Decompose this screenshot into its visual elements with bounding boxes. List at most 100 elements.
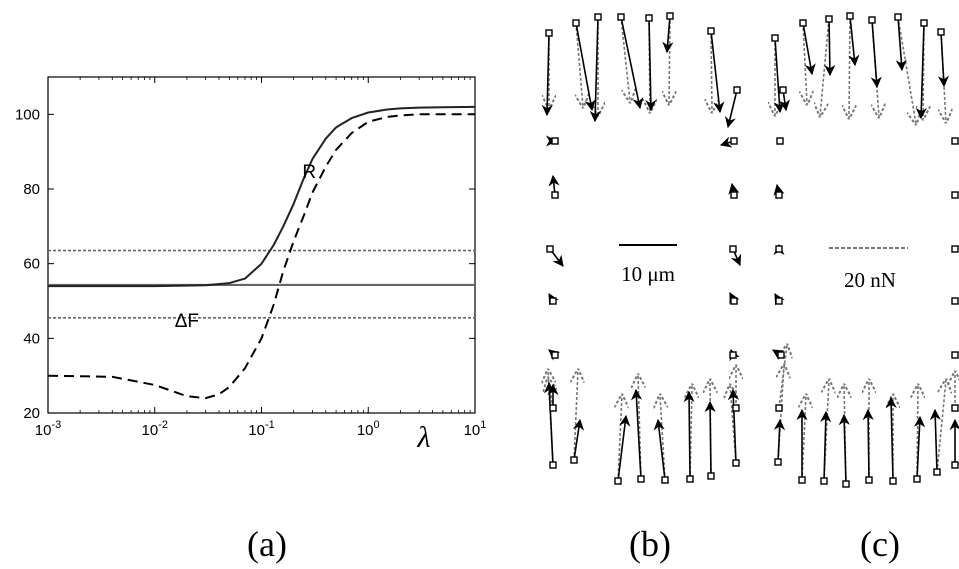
displacement-vector — [820, 410, 832, 482]
sensor-marker — [686, 475, 694, 483]
panel-b: 10 μm (b) — [541, 12, 742, 564]
sensor-marker — [798, 476, 806, 484]
sensor-marker — [777, 351, 785, 359]
x-tick-label: 10-1 — [248, 419, 274, 439]
displacement-vector — [710, 30, 725, 114]
displacement-vector — [572, 418, 585, 461]
force-vector — [574, 370, 578, 461]
y-tick-label: 80 — [23, 181, 40, 198]
curve-annotation: R — [302, 162, 316, 183]
sensor-marker — [594, 13, 602, 21]
sensor-marker — [732, 404, 740, 412]
sensor-marker — [825, 15, 833, 23]
displacement-vector — [630, 388, 643, 480]
x-tick-label: 10-3 — [35, 419, 61, 439]
displacement-vector — [937, 31, 950, 88]
force-vector — [711, 30, 712, 112]
x-axis-ticks: 10-3 10-2 10-1 100 101 — [35, 77, 487, 439]
sensor-marker — [951, 404, 959, 412]
force-vector — [820, 18, 829, 116]
sensor-marker — [730, 297, 738, 305]
sensor-marker — [820, 477, 828, 485]
series-line-1 — [47, 113, 475, 400]
force-vector — [621, 16, 630, 102]
sensor-marker — [894, 13, 902, 21]
sensor-marker — [951, 297, 959, 305]
sensor-marker — [933, 468, 941, 476]
curve-annotations: R ΔF — [175, 162, 316, 332]
displacement-vector — [589, 16, 601, 123]
sensor-marker — [920, 19, 928, 27]
series-line-0 — [48, 105, 476, 288]
sensor-marker — [729, 245, 737, 253]
displacement-vector — [645, 17, 657, 112]
series-lines — [47, 105, 476, 400]
sensor-marker — [729, 351, 737, 359]
x-tick-label: 101 — [464, 419, 487, 439]
sensor-marker — [846, 12, 854, 20]
sensor-marker — [730, 191, 738, 199]
sensor-marker — [730, 137, 738, 145]
sensor-marker — [551, 191, 559, 199]
sensor-marker — [779, 86, 787, 94]
sensor-marker — [775, 404, 783, 412]
sensor-marker — [842, 480, 850, 488]
sensor-marker — [545, 29, 553, 37]
sensor-marker — [776, 137, 784, 145]
sensor-marker — [617, 13, 625, 21]
solid-vectors — [541, 15, 742, 482]
sensor-marker — [549, 461, 557, 469]
y-tick-label: 40 — [23, 330, 40, 347]
displacement-vector — [620, 16, 644, 110]
sensor-marker — [951, 137, 959, 145]
sensor-marker — [614, 477, 622, 485]
panel-c: 20 nN (c) — [771, 12, 959, 564]
sensor-marker — [637, 475, 645, 483]
sensor-marker — [546, 245, 554, 253]
displacement-vector — [838, 413, 850, 485]
displacement-vector — [617, 414, 631, 482]
panel-a: 10-3 10-2 10-1 100 101 20 40 60 80 100 R ΔF λ (a) — [15, 76, 487, 564]
displacement-vector — [773, 418, 786, 463]
displacement-vector — [727, 388, 740, 464]
displacement-vector — [870, 19, 882, 89]
panel-label-a: (a) — [247, 524, 287, 564]
displacement-vector — [895, 16, 907, 72]
displacement-vector — [575, 22, 596, 112]
displacement-vector — [662, 15, 674, 54]
y-tick-label: 60 — [23, 256, 40, 273]
sensor-marker — [645, 14, 653, 22]
displacement-vector — [653, 418, 666, 481]
sensor-marker — [868, 16, 876, 24]
sensor-marker — [570, 456, 578, 464]
displacement-vector — [862, 408, 874, 481]
sensor-marker — [799, 19, 807, 27]
force-vector — [660, 395, 665, 481]
sensor-markers — [545, 12, 741, 485]
sensor-marker — [572, 19, 580, 27]
sensor-marker — [951, 351, 959, 359]
sensor-marker — [774, 458, 782, 466]
reference-lines — [48, 249, 475, 319]
displacement-vector — [543, 381, 556, 466]
sensor-marker — [937, 28, 945, 36]
sensor-marker — [775, 191, 783, 199]
sensor-marker — [889, 477, 897, 485]
displacement-vector — [704, 400, 716, 477]
displacement-vector — [683, 390, 695, 480]
force-vector — [618, 395, 622, 482]
displacement-vector — [541, 32, 553, 117]
sensor-marker — [551, 137, 559, 145]
force-vector — [576, 22, 583, 107]
sensor-marker — [549, 297, 557, 305]
sensor-marker — [775, 245, 783, 253]
sensor-marker — [865, 476, 873, 484]
sensor-marker — [951, 461, 959, 469]
sensor-marker — [913, 475, 921, 483]
sensor-marker — [549, 404, 557, 412]
panel-label-c: (c) — [860, 524, 900, 564]
sensor-markers — [771, 12, 959, 488]
force-vector — [937, 380, 946, 473]
sensor-marker — [551, 351, 559, 359]
